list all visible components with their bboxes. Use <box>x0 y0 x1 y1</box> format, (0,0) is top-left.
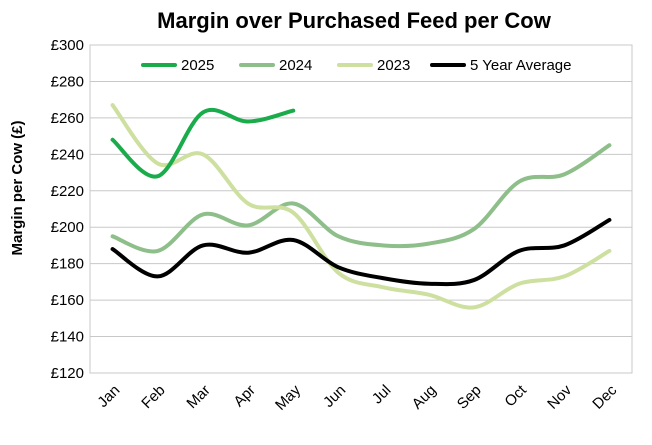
series-line-2024 <box>110 143 612 254</box>
legend: 2025 2024 2023 5 Year Average <box>141 57 571 74</box>
plot-area <box>89 44 633 374</box>
x-tick-label: Oct <box>501 381 530 410</box>
y-tick-label: £200 <box>51 219 84 236</box>
x-tick-label: Nov <box>544 381 575 412</box>
y-tick-label: £120 <box>51 365 84 382</box>
x-tick-label: Mar <box>183 382 213 412</box>
gridlines <box>90 80 632 338</box>
x-tick-label: Jun <box>320 382 349 411</box>
legend-label-2024: 2024 <box>279 57 312 74</box>
y-tick-labels: £120 £140 £160 £180 £200 £220 £240 £260 £280 £300 <box>51 37 84 382</box>
y-tick-label: £140 <box>51 329 84 346</box>
y-axis-label: Margin per Cow (£) <box>9 120 26 255</box>
y-tick-label: £260 <box>51 110 84 127</box>
y-tick-label: £300 <box>51 37 84 54</box>
legend-label-2025: 2025 <box>181 57 214 74</box>
series-line-2025 <box>110 108 296 179</box>
y-tick-label: £280 <box>51 73 84 90</box>
x-tick-label: Dec <box>589 381 620 412</box>
x-tick-labels: Jan Feb Mar Apr May Jun Jul Aug Sep Oct Nov Dec <box>94 381 620 414</box>
y-tick-label: £160 <box>51 292 84 309</box>
x-tick-label: May <box>272 381 304 413</box>
y-tick-label: £240 <box>51 146 84 163</box>
x-tick-label: Sep <box>454 382 485 413</box>
legend-label-2023: 2023 <box>377 57 410 74</box>
series-line-5-year-average <box>110 217 612 287</box>
x-tick-label: Jan <box>94 382 123 411</box>
series-lines <box>110 103 612 310</box>
x-tick-label: Apr <box>230 382 259 411</box>
x-tick-label: Jul <box>369 382 395 408</box>
x-tick-label: Feb <box>138 382 168 412</box>
x-tick-label: Aug <box>409 382 440 413</box>
chart-title: Margin over Purchased Feed per Cow <box>157 8 552 33</box>
legend-label-5-year-average: 5 Year Average <box>470 57 571 74</box>
y-tick-label: £220 <box>51 183 84 200</box>
series-line-2023 <box>110 103 612 310</box>
y-tick-label: £180 <box>51 256 84 273</box>
